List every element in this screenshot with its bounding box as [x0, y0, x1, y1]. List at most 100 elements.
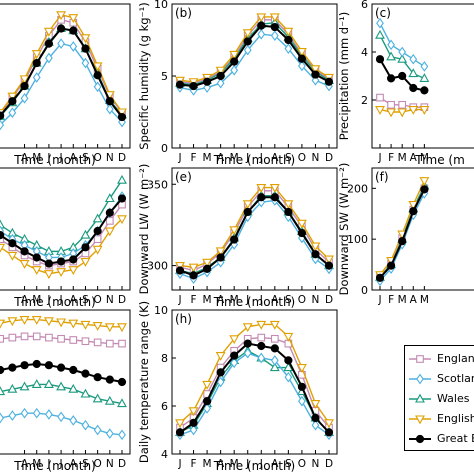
data-point	[202, 397, 212, 406]
x-tick-label: O	[94, 458, 102, 470]
data-point	[117, 174, 127, 184]
data-point	[324, 261, 334, 270]
data-point	[419, 106, 430, 115]
x-tick-label: D	[325, 294, 333, 306]
plot-frame	[171, 167, 338, 291]
data-point	[92, 62, 103, 72]
data-point	[375, 106, 385, 115]
x-tick-label: J	[259, 458, 263, 470]
y-axis-title: Specific humidity (g kg⁻¹)	[137, 2, 151, 149]
data-point	[43, 27, 54, 37]
data-point	[8, 363, 17, 372]
x-axis-title: Time (month)	[213, 295, 296, 309]
data-point	[19, 381, 30, 391]
data-point	[242, 200, 253, 210]
data-point	[270, 30, 279, 42]
data-point	[0, 365, 5, 375]
legend-label-wales: Wales	[437, 391, 470, 405]
data-point	[105, 428, 114, 439]
data-point	[243, 207, 252, 217]
data-point	[105, 97, 114, 106]
x-tick-label: J	[59, 294, 63, 306]
data-point	[243, 339, 252, 348]
x-tick-label: M	[32, 294, 41, 306]
data-point	[56, 381, 67, 391]
data-point	[32, 72, 41, 83]
x-tick-label: A	[271, 294, 279, 306]
plot-frame	[0, 3, 131, 149]
data-point	[44, 39, 54, 48]
data-point	[0, 412, 5, 424]
data-point	[189, 271, 198, 280]
data-point	[216, 376, 225, 388]
data-point	[81, 44, 90, 53]
data-point	[375, 29, 385, 39]
data-point	[56, 257, 66, 266]
data-point	[283, 27, 294, 37]
x-tick-label: N	[312, 294, 320, 306]
x-tick-label: N	[106, 458, 114, 470]
data-point	[32, 253, 41, 262]
legend-swatch-great-britain	[409, 431, 431, 445]
series-line-england	[179, 336, 330, 429]
data-point	[57, 334, 65, 343]
data-point	[283, 362, 294, 372]
legend-marker-shape	[415, 393, 425, 403]
series-scotland	[376, 17, 429, 72]
data-point	[230, 357, 239, 369]
data-point	[32, 58, 41, 68]
data-point	[20, 247, 29, 256]
data-point	[230, 351, 239, 360]
panel-label: (c)	[375, 6, 391, 20]
y-tick-label: 8	[161, 352, 168, 365]
x-tick-label: M	[203, 294, 212, 306]
data-point	[243, 37, 252, 46]
plot-frame	[171, 309, 338, 455]
series-wales	[0, 174, 127, 255]
legend-marker-english-channel	[409, 415, 431, 425]
x-tick-label: D	[325, 458, 333, 470]
x-tick-label: J	[46, 152, 50, 164]
data-point	[284, 207, 293, 217]
series-layer	[175, 183, 334, 284]
data-point	[202, 264, 212, 273]
data-point	[117, 377, 127, 387]
series-layer	[0, 11, 127, 131]
data-point	[324, 419, 334, 429]
x-tick-label: A	[21, 294, 29, 306]
data-point	[69, 365, 78, 375]
data-point	[420, 86, 429, 95]
series-line-great-britain	[179, 24, 330, 88]
data-point	[297, 54, 307, 63]
data-point	[8, 410, 17, 421]
series-great-britain	[0, 24, 127, 122]
legend-item-great-britain: Great Britain	[409, 430, 474, 446]
x-tick-label: J	[59, 152, 63, 164]
data-point	[8, 333, 17, 342]
data-point	[408, 106, 419, 115]
x-tick-label: M	[32, 152, 41, 164]
data-point	[69, 26, 78, 35]
series-layer	[375, 177, 430, 287]
data-point	[81, 419, 90, 431]
data-point	[398, 100, 407, 109]
data-point	[19, 260, 30, 269]
data-point	[105, 217, 114, 225]
data-point	[32, 407, 41, 419]
x-tick-label: J	[259, 152, 263, 164]
y-tick-label: 200	[347, 182, 368, 195]
data-point	[189, 81, 198, 91]
data-point	[284, 43, 293, 54]
data-point	[284, 371, 293, 383]
x-axis-title: Time (month)	[13, 153, 96, 167]
data-point	[386, 108, 397, 118]
series-england	[176, 186, 333, 275]
data-point	[189, 418, 198, 427]
series-line-english-channel	[179, 323, 330, 424]
series-line-english-channel	[179, 16, 330, 83]
y-tick-label: 0	[361, 284, 368, 297]
plot-frame	[371, 3, 474, 149]
data-point	[117, 398, 127, 408]
